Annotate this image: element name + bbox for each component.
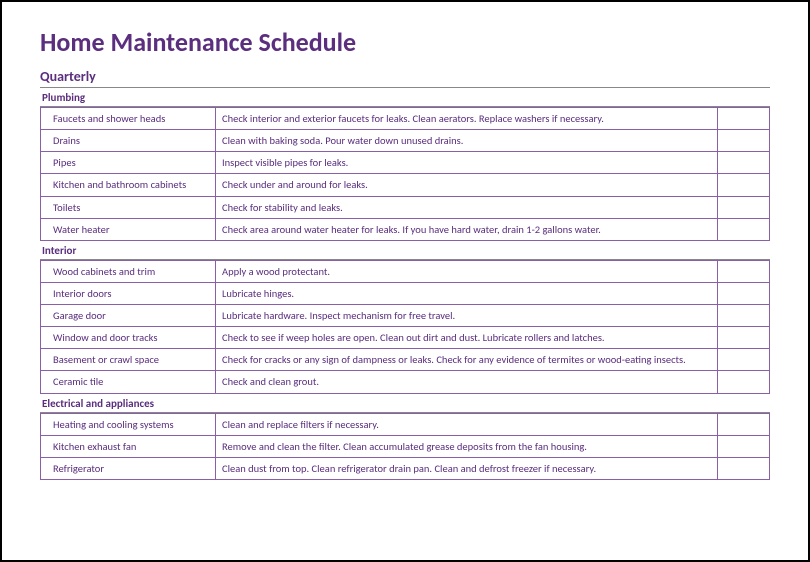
check-cell	[718, 108, 770, 130]
item-cell: Drains	[41, 130, 216, 152]
item-cell: Refrigerator	[41, 457, 216, 479]
task-cell: Clean and replace filters if necessary.	[216, 413, 718, 435]
item-cell: Ceramic tile	[41, 371, 216, 393]
table-row: Kitchen exhaust fanRemove and clean the …	[41, 435, 770, 457]
item-cell: Water heater	[41, 218, 216, 240]
table-row: Garage doorLubricate hardware. Inspect m…	[41, 305, 770, 327]
task-cell: Clean with baking soda. Pour water down …	[216, 130, 718, 152]
table-row: Wood cabinets and trimApply a wood prote…	[41, 260, 770, 282]
item-cell: Garage door	[41, 305, 216, 327]
check-cell	[718, 371, 770, 393]
item-cell: Kitchen exhaust fan	[41, 435, 216, 457]
check-cell	[718, 435, 770, 457]
check-cell	[718, 218, 770, 240]
table-row: RefrigeratorClean dust from top. Clean r…	[41, 457, 770, 479]
table-row: Faucets and shower headsCheck interior a…	[41, 108, 770, 130]
task-cell: Check and clean grout.	[216, 371, 718, 393]
task-cell: Apply a wood protectant.	[216, 260, 718, 282]
task-cell: Inspect visible pipes for leaks.	[216, 152, 718, 174]
check-cell	[718, 327, 770, 349]
check-cell	[718, 196, 770, 218]
check-cell	[718, 305, 770, 327]
task-cell: Lubricate hinges.	[216, 282, 718, 304]
task-cell: Clean dust from top. Clean refrigerator …	[216, 457, 718, 479]
task-cell: Check under and around for leaks.	[216, 174, 718, 196]
table-row: Ceramic tileCheck and clean grout.	[41, 371, 770, 393]
section-header: Interior	[40, 241, 770, 260]
document-page: Home Maintenance Schedule Quarterly Plum…	[0, 0, 810, 562]
check-cell	[718, 413, 770, 435]
table-row: Water heaterCheck area around water heat…	[41, 218, 770, 240]
page-subtitle: Quarterly	[40, 68, 770, 88]
section-header: Plumbing	[40, 88, 770, 107]
task-cell: Check area around water heater for leaks…	[216, 218, 718, 240]
table-row: PipesInspect visible pipes for leaks.	[41, 152, 770, 174]
section-header: Electrical and appliances	[40, 394, 770, 413]
item-cell: Heating and cooling systems	[41, 413, 216, 435]
page-title: Home Maintenance Schedule	[40, 26, 770, 58]
table-row: Basement or crawl spaceCheck for cracks …	[41, 349, 770, 371]
task-cell: Check interior and exterior faucets for …	[216, 108, 718, 130]
item-cell: Kitchen and bathroom cabinets	[41, 174, 216, 196]
check-cell	[718, 130, 770, 152]
check-cell	[718, 349, 770, 371]
check-cell	[718, 152, 770, 174]
section-table: Wood cabinets and trimApply a wood prote…	[40, 260, 770, 394]
task-cell: Check to see if weep holes are open. Cle…	[216, 327, 718, 349]
schedule-table-container: PlumbingFaucets and shower headsCheck in…	[40, 88, 770, 480]
table-row: ToiletsCheck for stability and leaks.	[41, 196, 770, 218]
task-cell: Check for stability and leaks.	[216, 196, 718, 218]
table-row: Kitchen and bathroom cabinetsCheck under…	[41, 174, 770, 196]
task-cell: Check for cracks or any sign of dampness…	[216, 349, 718, 371]
table-row: Window and door tracksCheck to see if we…	[41, 327, 770, 349]
item-cell: Toilets	[41, 196, 216, 218]
item-cell: Basement or crawl space	[41, 349, 216, 371]
item-cell: Window and door tracks	[41, 327, 216, 349]
check-cell	[718, 457, 770, 479]
item-cell: Faucets and shower heads	[41, 108, 216, 130]
check-cell	[718, 260, 770, 282]
section-table: Faucets and shower headsCheck interior a…	[40, 107, 770, 241]
table-row: DrainsClean with baking soda. Pour water…	[41, 130, 770, 152]
task-cell: Remove and clean the filter. Clean accum…	[216, 435, 718, 457]
item-cell: Interior doors	[41, 282, 216, 304]
item-cell: Pipes	[41, 152, 216, 174]
check-cell	[718, 174, 770, 196]
section-table: Heating and cooling systemsClean and rep…	[40, 413, 770, 480]
check-cell	[718, 282, 770, 304]
item-cell: Wood cabinets and trim	[41, 260, 216, 282]
task-cell: Lubricate hardware. Inspect mechanism fo…	[216, 305, 718, 327]
table-row: Interior doorsLubricate hinges.	[41, 282, 770, 304]
table-row: Heating and cooling systemsClean and rep…	[41, 413, 770, 435]
